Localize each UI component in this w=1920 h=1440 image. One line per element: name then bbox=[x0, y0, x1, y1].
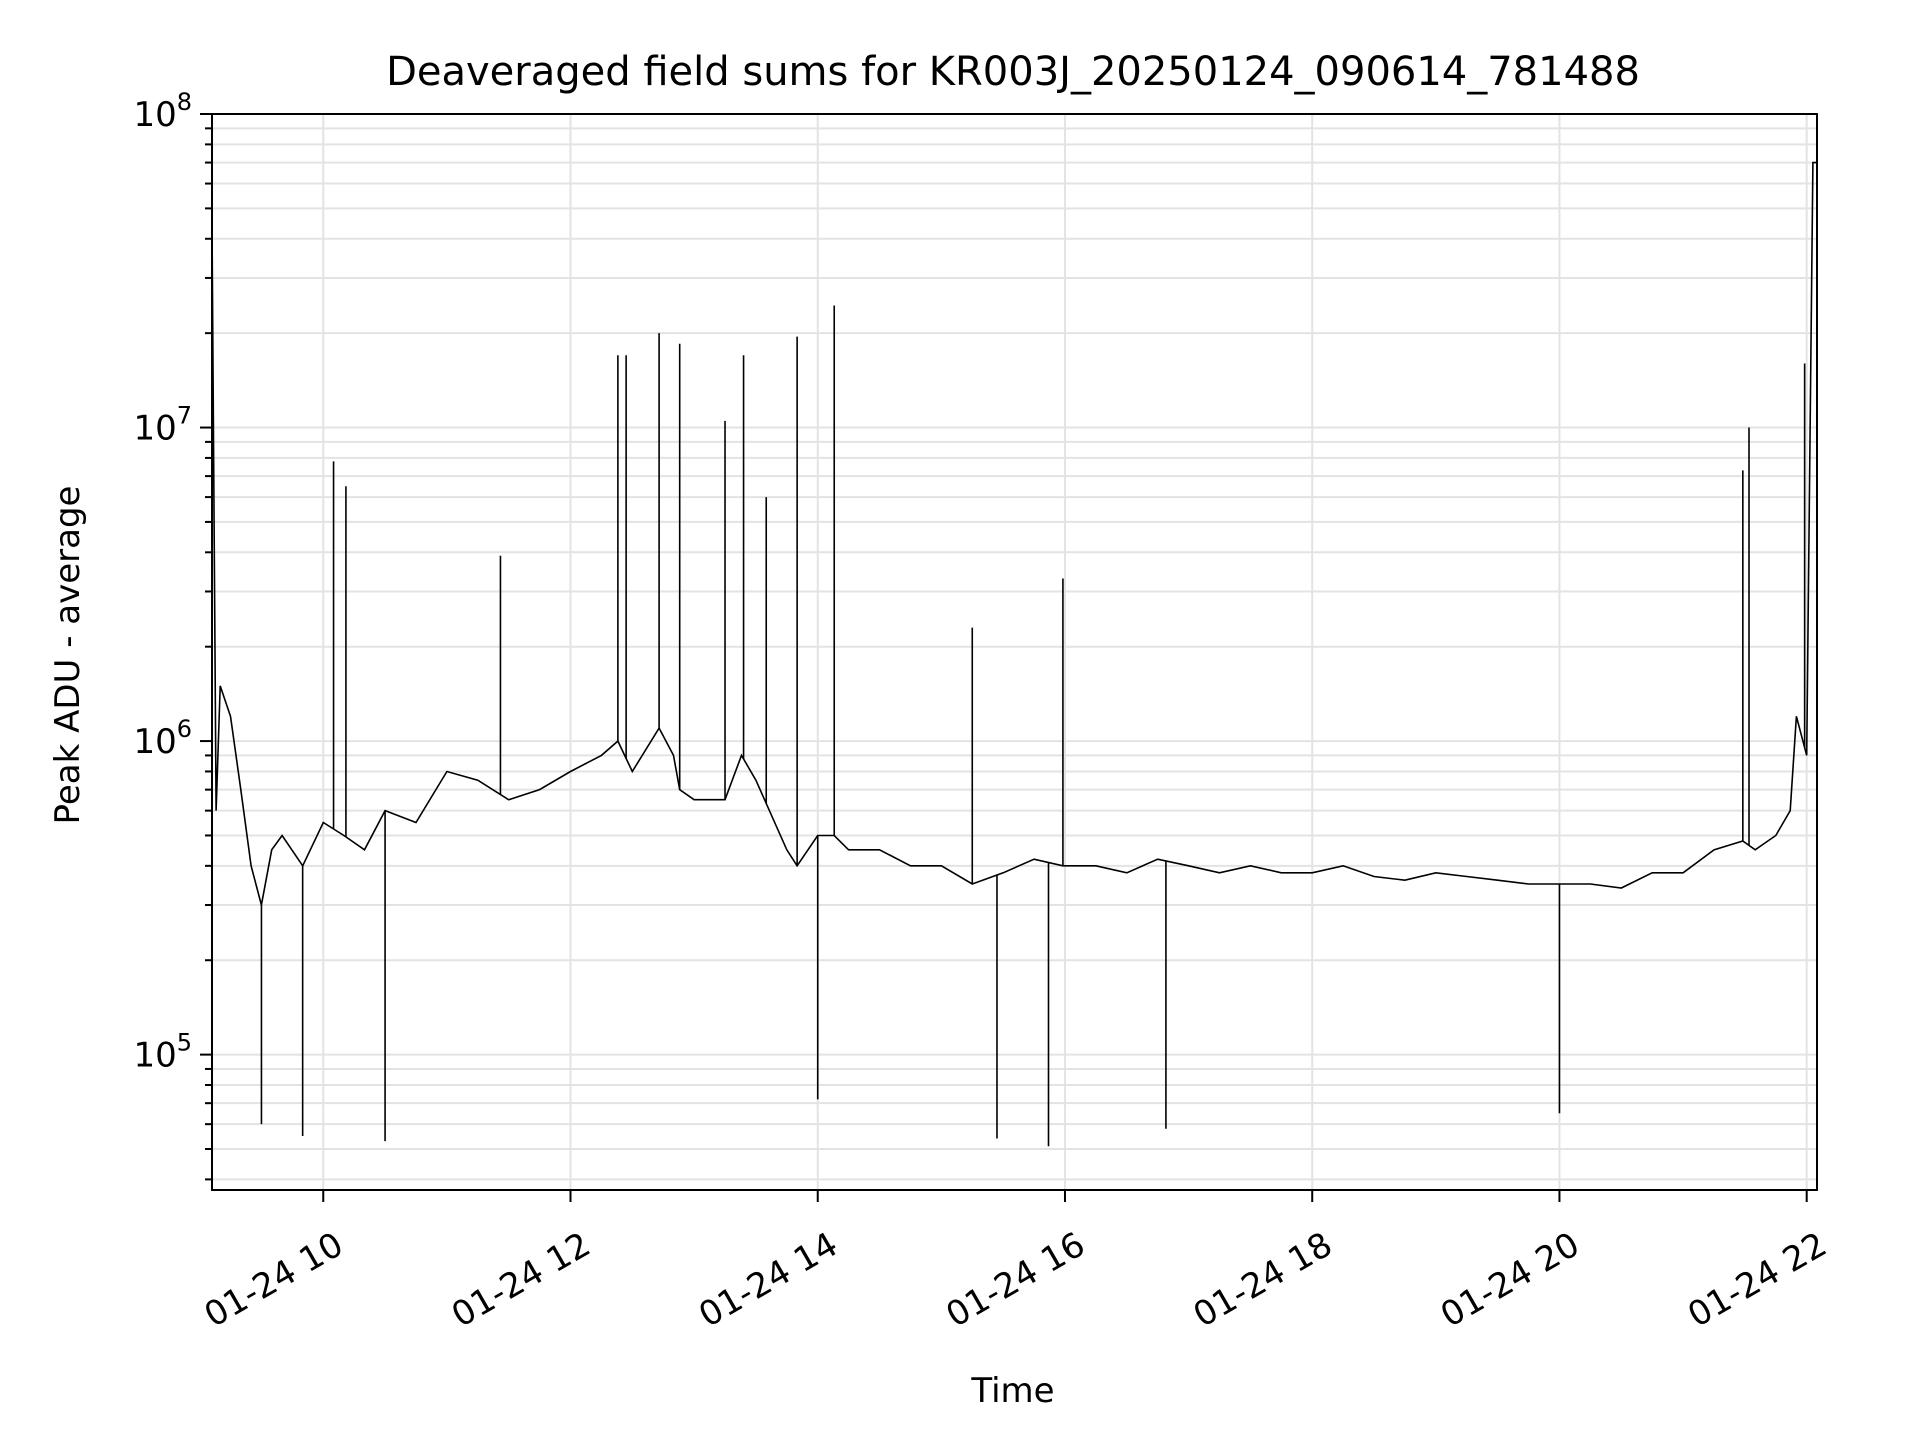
plot-line-group bbox=[211, 161, 1817, 1147]
y-tick-label: 105 bbox=[133, 1029, 192, 1076]
x-axis-label: Time bbox=[970, 1371, 1054, 1411]
grid bbox=[212, 113, 1817, 1190]
series-line bbox=[211, 161, 1817, 906]
plot-frame bbox=[211, 113, 1818, 1191]
chart-title: Deaveraged field sums for KR003J_2025012… bbox=[386, 49, 1640, 95]
y-axis-label: Peak ADU - average bbox=[48, 486, 88, 825]
